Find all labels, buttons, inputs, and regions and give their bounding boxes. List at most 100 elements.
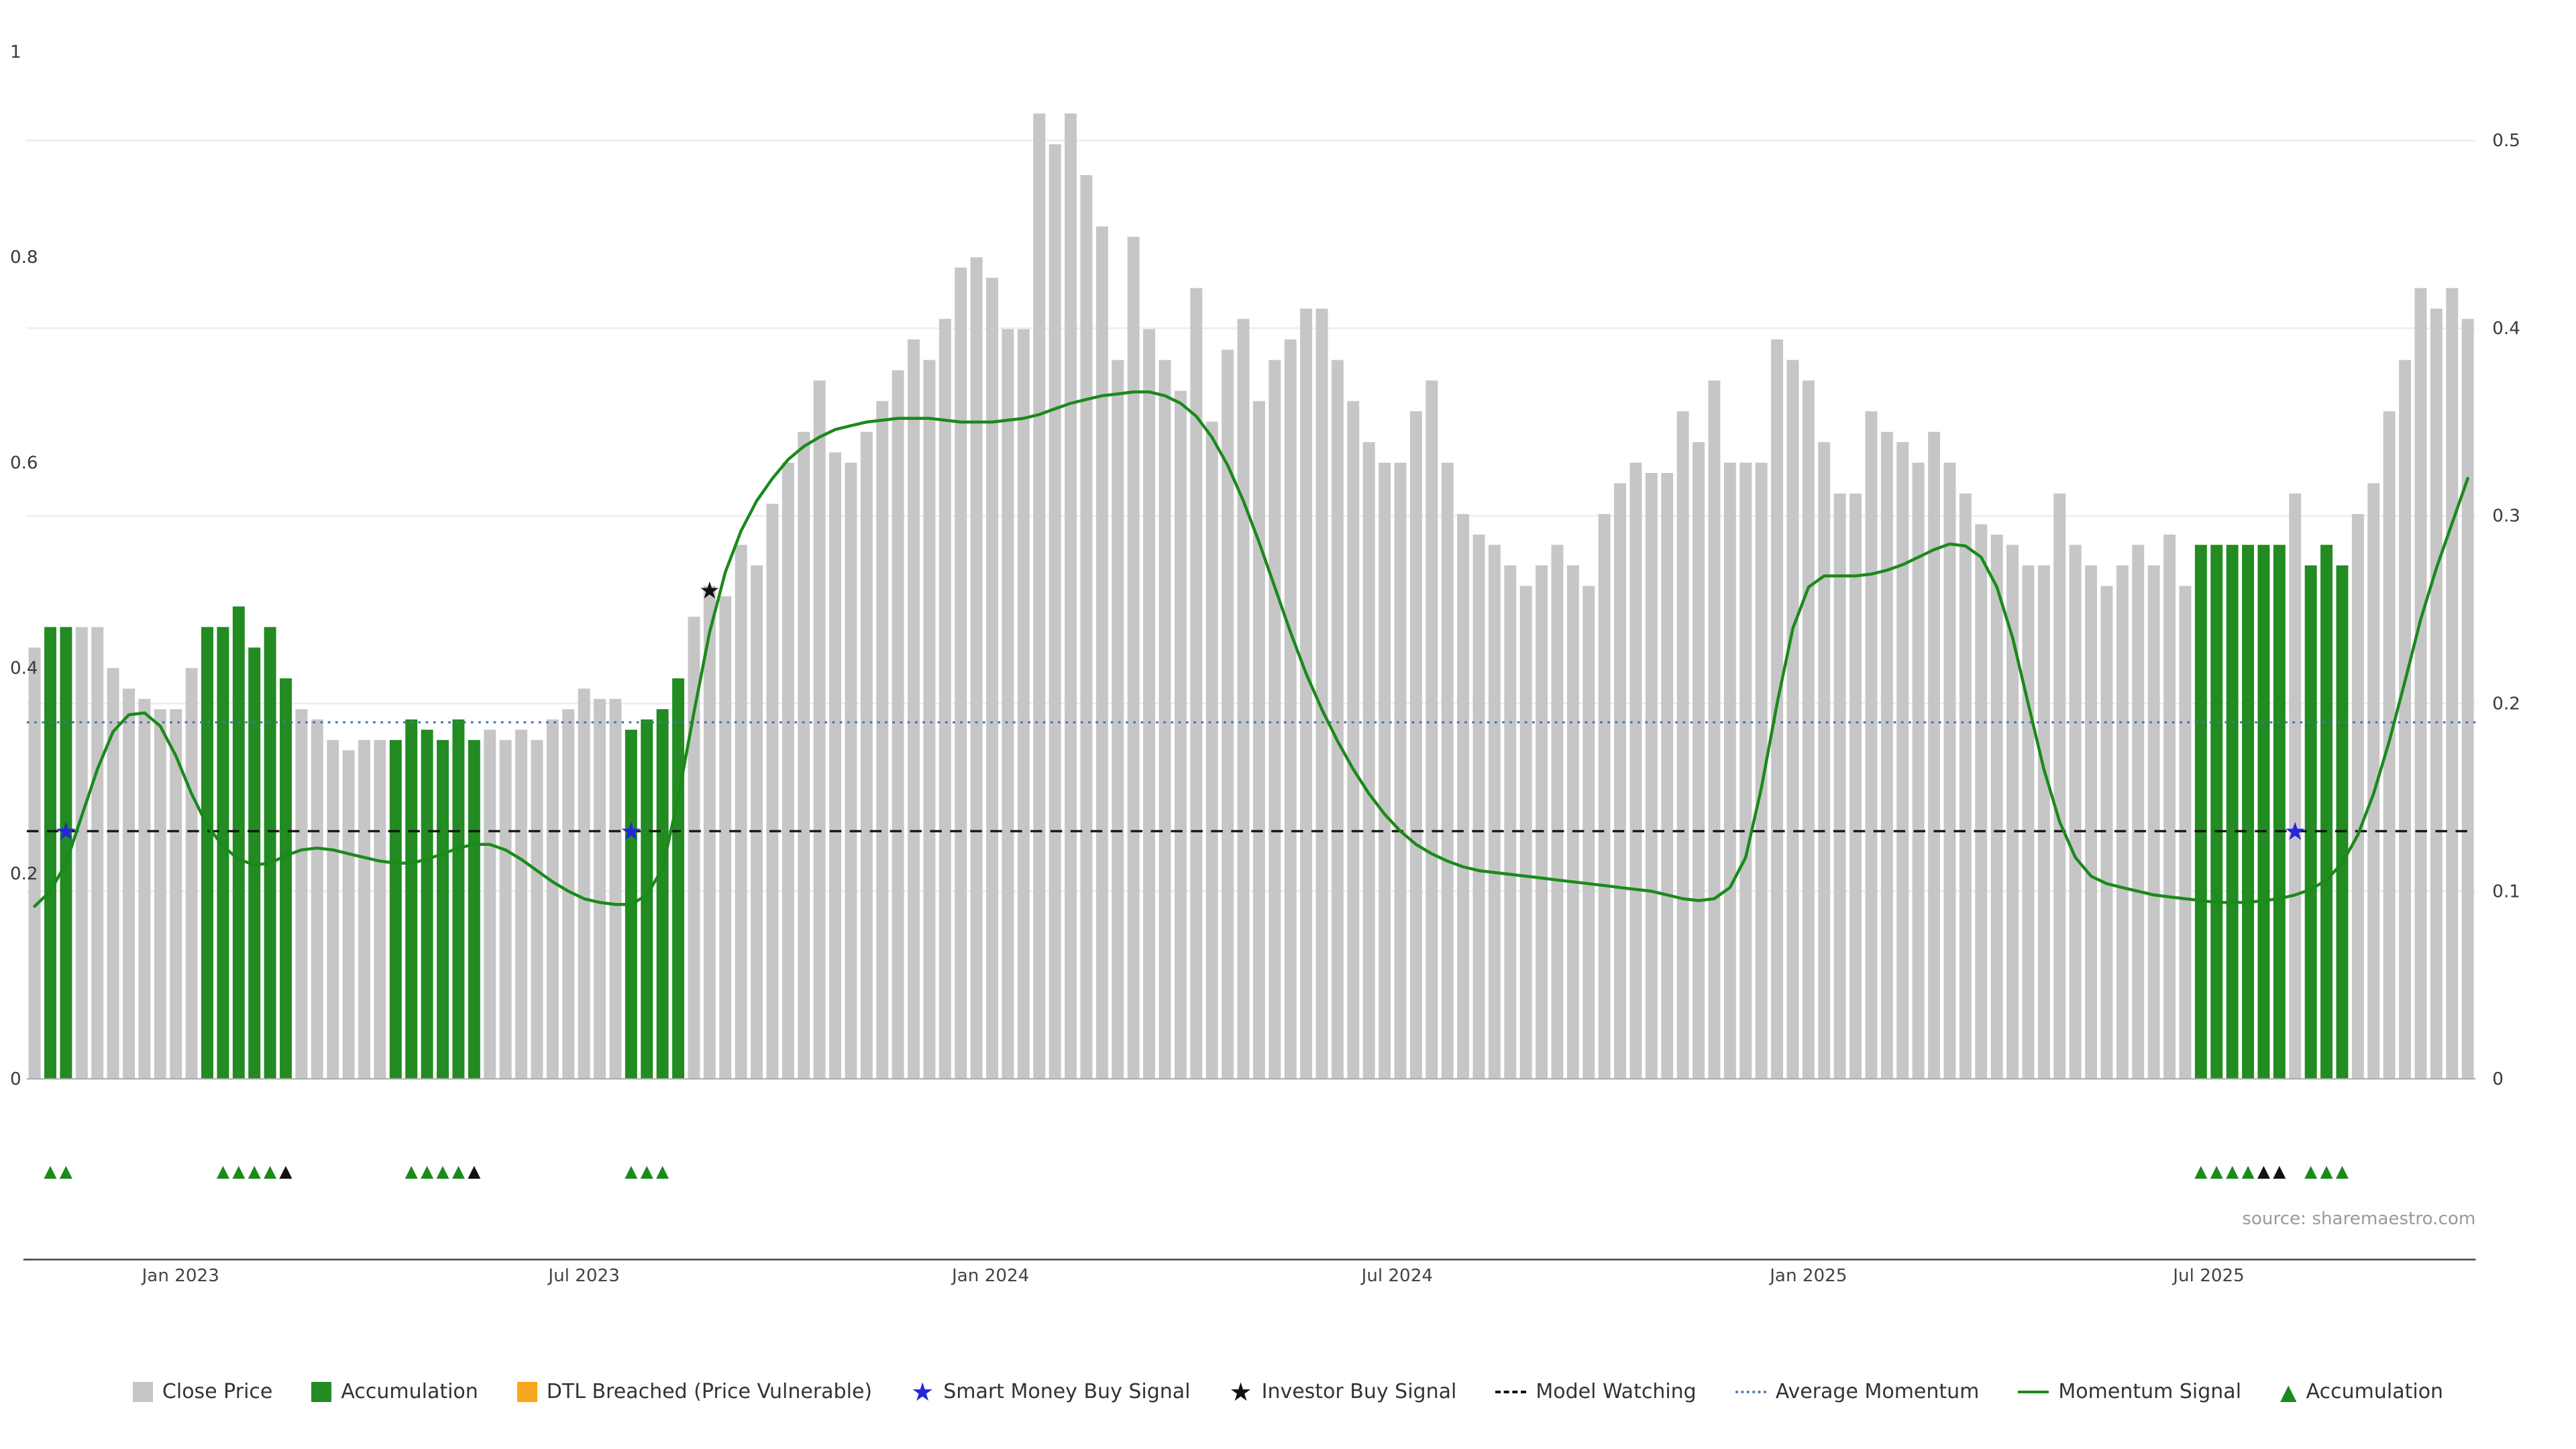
accumulation-marker-icon: ▲	[405, 1161, 419, 1181]
accumulation-marker-icon: ▲	[2320, 1161, 2333, 1181]
close-price-bar	[1519, 586, 1532, 1079]
close-price-bar	[1551, 545, 1564, 1079]
accumulation-marker-icon: ▲	[641, 1161, 654, 1181]
close-price-bar	[107, 667, 119, 1079]
close-price-bar	[531, 740, 543, 1079]
legend-item-label: Average Momentum	[1775, 1379, 1980, 1403]
legend-item-label: Model Watching	[1536, 1379, 1697, 1403]
accumulation-bar	[2273, 545, 2286, 1079]
close-price-bar	[2022, 565, 2035, 1079]
accumulation-marker-icon: ▲	[421, 1161, 434, 1181]
close-price-bar	[1582, 586, 1595, 1079]
legend-item[interactable]: Close Price	[132, 1381, 272, 1402]
close-price-bar	[1629, 462, 1642, 1079]
source-attribution: source: sharemaestro.com	[2242, 1209, 2475, 1229]
close-price-bar	[1112, 360, 1124, 1079]
y-axis-right-tick-label: 0.4	[2492, 319, 2520, 339]
close-price-bar	[1912, 462, 1925, 1079]
close-price-bars	[28, 113, 2474, 1079]
legend-item[interactable]: Accumulation	[311, 1381, 478, 1402]
close-price-bar	[923, 360, 936, 1079]
y-axis-left-tick-label: 0	[10, 1069, 21, 1089]
close-price-bar	[751, 565, 763, 1079]
gridlines	[26, 140, 2476, 892]
legend-item[interactable]: ▲ Accumulation	[2280, 1381, 2443, 1403]
close-price-bar	[1723, 462, 1736, 1079]
close-price-bar	[955, 267, 967, 1079]
accumulation-bar	[2242, 545, 2255, 1079]
accumulation-marker-icon: ▲	[2304, 1161, 2318, 1181]
close-price-bar	[892, 370, 904, 1079]
x-axis-tick-label: Jul 2023	[547, 1266, 620, 1286]
accumulation-bar	[280, 678, 292, 1079]
close-price-bar	[515, 729, 527, 1079]
accumulation-bar	[2194, 545, 2207, 1079]
close-price-bar	[2351, 514, 2364, 1079]
close-price-bar	[970, 257, 983, 1079]
close-price-bar	[986, 278, 999, 1079]
close-price-bar	[75, 627, 88, 1079]
close-price-bar	[154, 709, 166, 1079]
y-axis-left-tick-label: 0.8	[10, 248, 38, 268]
close-price-bar	[1802, 380, 1815, 1079]
close-price-bar	[2116, 565, 2129, 1079]
close-price-bar	[2053, 493, 2066, 1079]
accumulation-marker-icon: ▲	[2226, 1161, 2239, 1181]
close-price-bar	[1661, 473, 1674, 1079]
close-price-bar	[1316, 309, 1328, 1079]
accumulation-bar	[248, 647, 261, 1079]
legend-item[interactable]: Average Momentum	[1735, 1379, 1980, 1403]
accumulation-marker-icon: ▲	[2273, 1161, 2286, 1181]
accumulation-bar	[60, 627, 72, 1079]
close-price-bar	[562, 709, 575, 1079]
signal-markers: ★ ★ ★★▲ ▲ ▲ ▲ ▲ ▲ ▲ ▲ ▲ ▲ ▲ ▲ ▲ ▲ ▲ ▲ ▲ ▲ ▲ ▲ ▲ ▲ ▲ ▲	[44, 578, 2349, 1181]
accumulation-bar	[2304, 565, 2317, 1079]
legend-item[interactable]: DTL Breached (Price Vulnerable)	[517, 1381, 872, 1402]
close-price-bar	[1143, 329, 1156, 1079]
close-price-bar	[1080, 175, 1093, 1079]
close-price-bar	[1237, 319, 1250, 1079]
close-price-bar	[91, 627, 104, 1079]
close-price-bar	[2414, 288, 2427, 1079]
close-price-bar	[1017, 329, 1030, 1079]
signal-lines	[26, 390, 2476, 908]
smart-money-buy-signal-icon: ★	[2284, 816, 2307, 846]
legend-square-swatch-icon	[311, 1381, 332, 1402]
legend-item[interactable]: Model Watching	[1495, 1379, 1697, 1403]
legend-item[interactable]: ★ Smart Money Buy Signal	[911, 1379, 1190, 1405]
close-price-bar	[1928, 431, 1941, 1079]
accumulation-marker-icon: ▲	[217, 1161, 230, 1181]
close-price-bar	[2446, 288, 2459, 1079]
close-price-bar	[499, 740, 512, 1079]
accumulation-bar	[201, 627, 213, 1079]
close-price-bar	[1676, 411, 1689, 1079]
accumulation-bar	[2226, 545, 2239, 1079]
close-price-bar	[1614, 483, 1627, 1079]
accumulation-marker-icon: ▲	[2194, 1161, 2208, 1181]
smart-money-buy-signal-icon: ★	[55, 816, 78, 846]
close-price-bar	[2163, 534, 2176, 1079]
legend-item[interactable]: ★ Investor Buy Signal	[1230, 1379, 1457, 1405]
x-axis-tick-label: Jan 2024	[951, 1266, 1029, 1286]
accumulation-marker-icon: ▲	[2210, 1161, 2224, 1181]
y-axis-left-tick-label: 0.2	[10, 864, 38, 884]
y-axis-left-tick-label: 0.6	[10, 453, 38, 473]
close-price-bar	[766, 503, 779, 1079]
close-price-bar	[1896, 442, 1909, 1079]
close-price-bar	[185, 667, 198, 1079]
close-price-bar	[2006, 545, 2019, 1079]
close-price-bar	[1645, 473, 1658, 1079]
close-price-bar	[1205, 421, 1218, 1079]
legend-item[interactable]: Momentum Signal	[2018, 1381, 2241, 1402]
accumulation-marker-icon: ▲	[279, 1161, 292, 1181]
close-price-bar	[1990, 534, 2003, 1079]
close-price-bar	[782, 462, 794, 1079]
close-price-bar	[845, 462, 857, 1079]
close-price-bar	[1441, 462, 1454, 1079]
close-price-bar	[123, 688, 135, 1079]
accumulation-marker-icon: ▲	[60, 1161, 73, 1181]
close-price-bar	[860, 431, 873, 1079]
close-price-bar	[1849, 493, 1862, 1079]
accumulation-marker-icon: ▲	[44, 1161, 57, 1181]
accumulation-bar	[2336, 565, 2349, 1079]
